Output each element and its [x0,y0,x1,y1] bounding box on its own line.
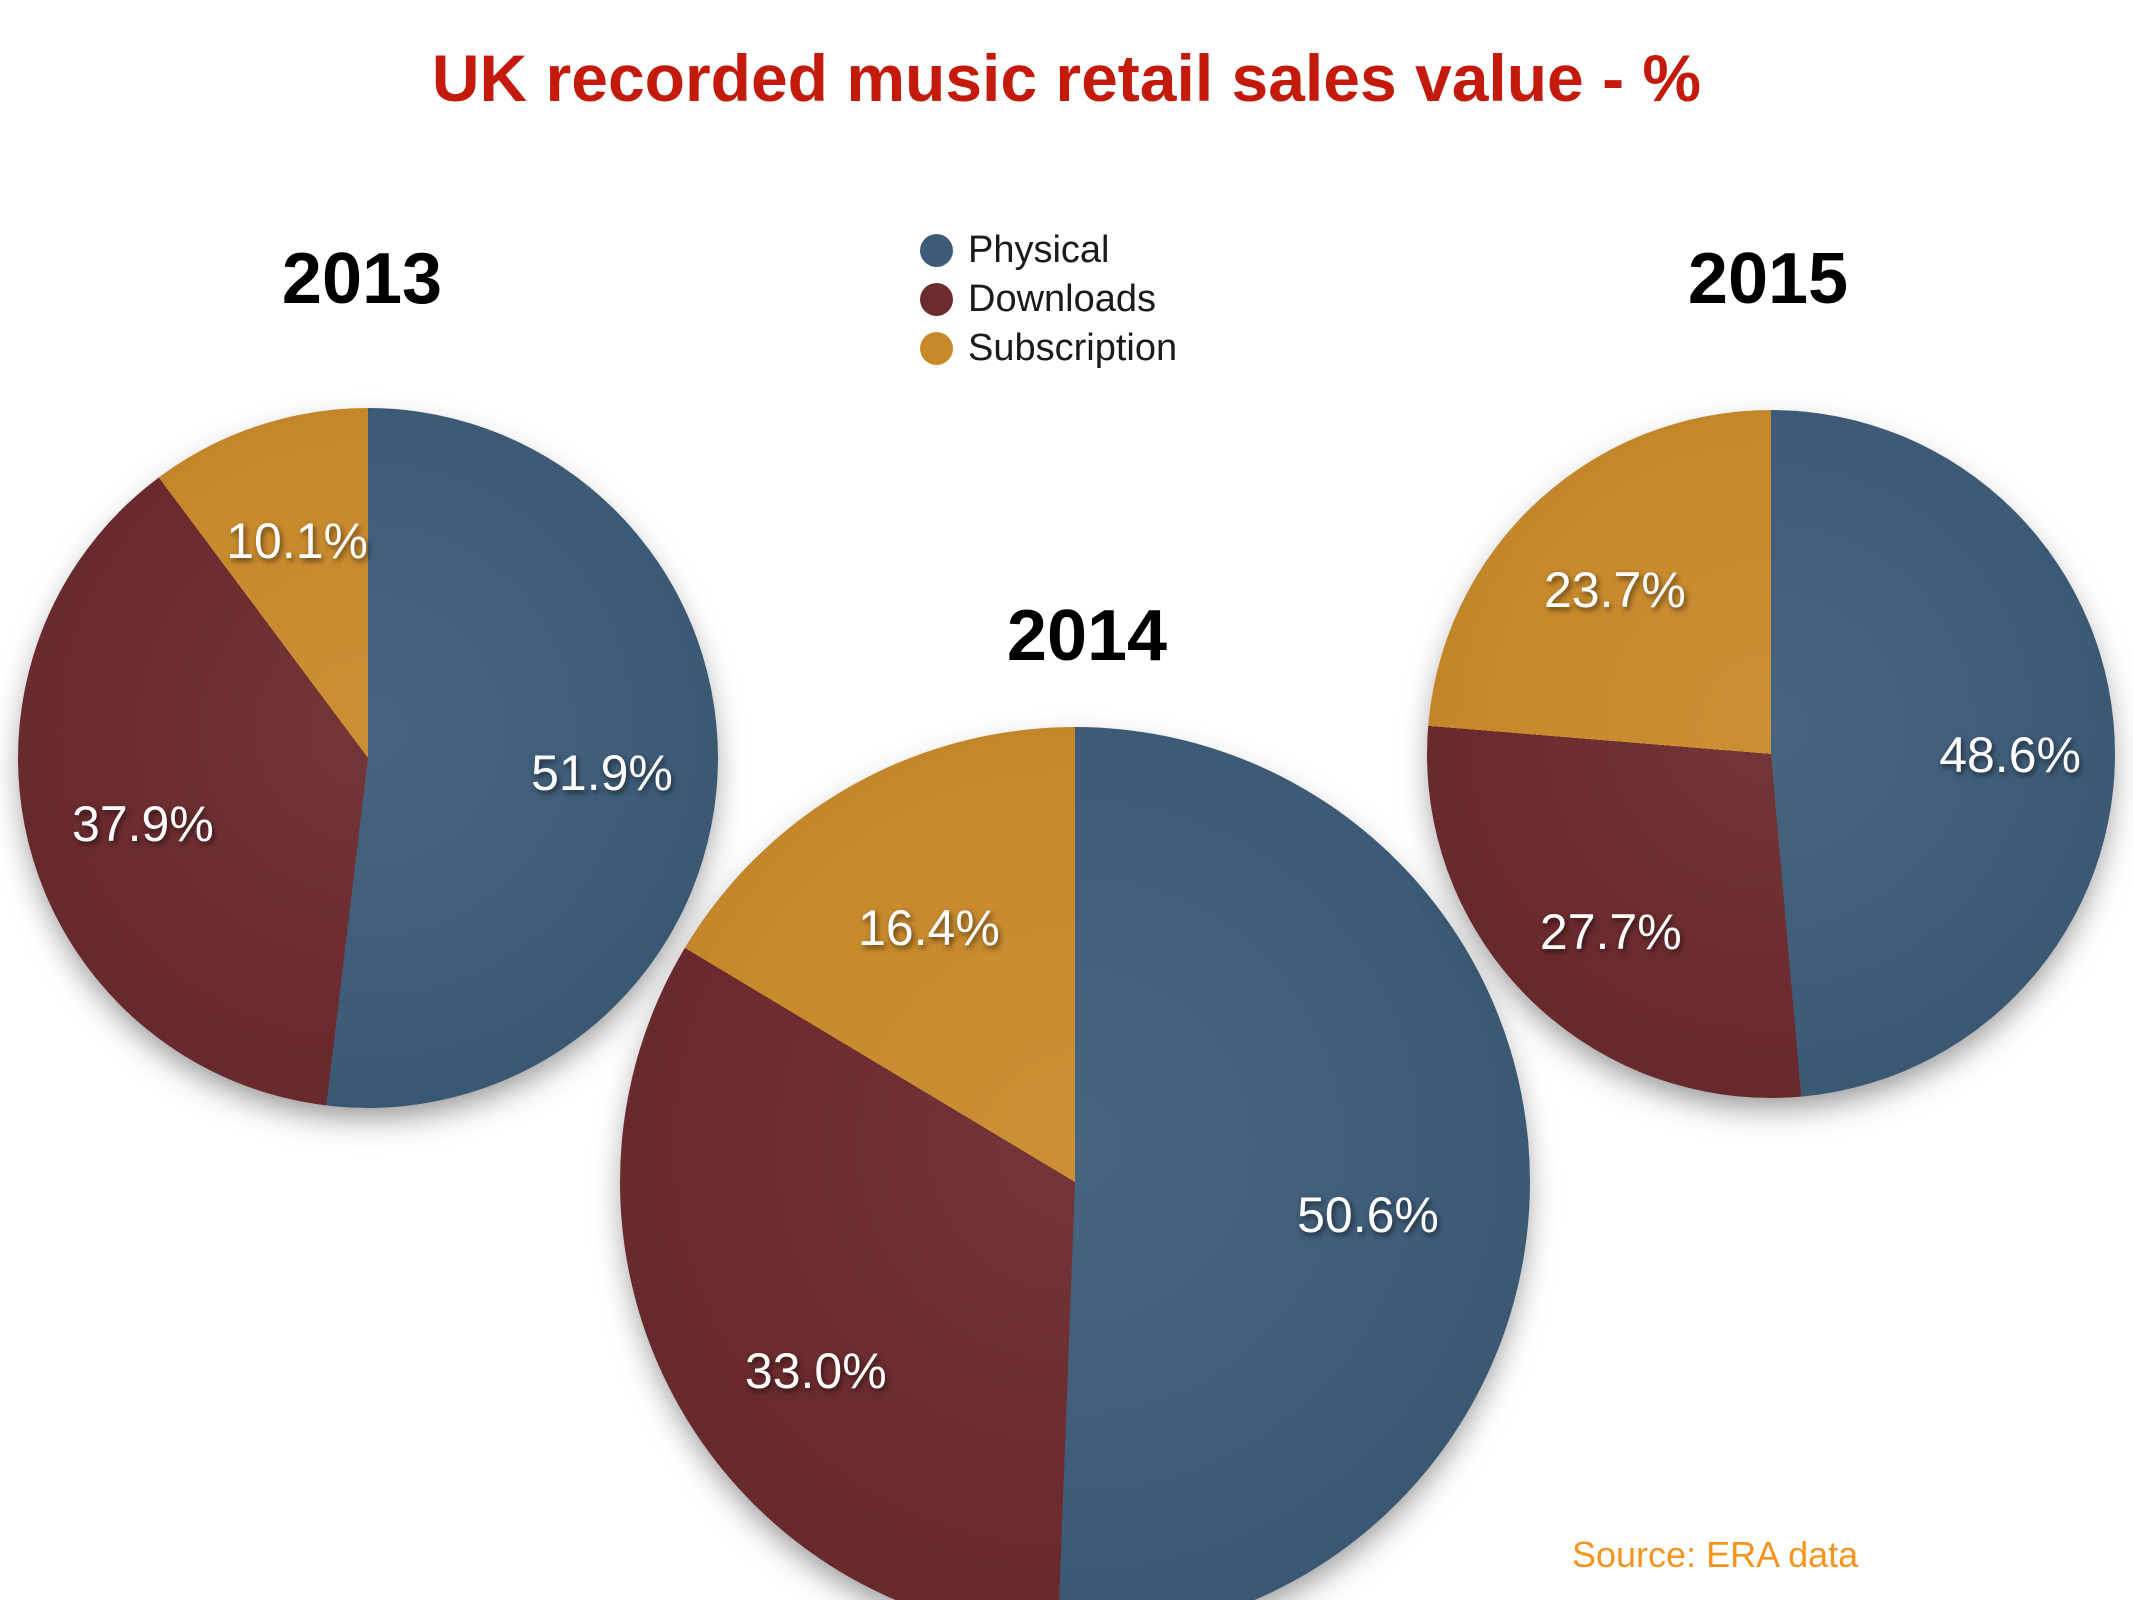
pie-slice-label-2014-subscription: 16.4% [858,899,1000,956]
legend-label-downloads: Downloads [968,278,1156,320]
pie-chart-2015: 48.6% 27.7% 23.7% [1427,410,2115,1098]
legend-item-physical: Physical [920,226,1177,275]
pie-slice-label-2014-physical: 50.6% [1297,1186,1439,1243]
pie-chart-2014: 50.6% 33.0% 16.4% [620,727,1530,1600]
legend-swatch-subscription-icon [920,332,953,365]
legend-swatch-physical-icon [920,234,953,267]
pie-chart-2013: 51.9% 37.9% 10.1% [18,408,718,1108]
pie-slice-label-2013-downloads: 37.9% [72,795,214,852]
pie-slice-label-2013-physical: 51.9% [531,745,673,802]
legend-item-downloads: Downloads [920,275,1177,324]
year-label-2014: 2014 [1006,596,1168,676]
pie-slice-label-2014-downloads: 33.0% [744,1342,887,1399]
year-label-2015: 2015 [1687,239,1849,319]
pie-slice-label-2015-subscription: 23.7% [1544,562,1686,619]
chart-title: UK recorded music retail sales value - % [431,41,1702,115]
year-label-2013: 2013 [281,239,443,319]
legend-label-physical: Physical [968,229,1110,271]
pie-slice-label-2015-physical: 48.6% [1939,726,2081,783]
pie-slice-label-2015-downloads: 27.7% [1539,903,1682,960]
legend: Physical Downloads Subscription [920,226,1177,373]
legend-label-subscription: Subscription [968,327,1178,369]
legend-swatch-downloads-icon [920,283,953,316]
pie-slice-label-2013-subscription: 10.1% [226,513,368,570]
legend-item-subscription: Subscription [920,324,1177,373]
source-note: Source: ERA data [1572,1534,1859,1575]
